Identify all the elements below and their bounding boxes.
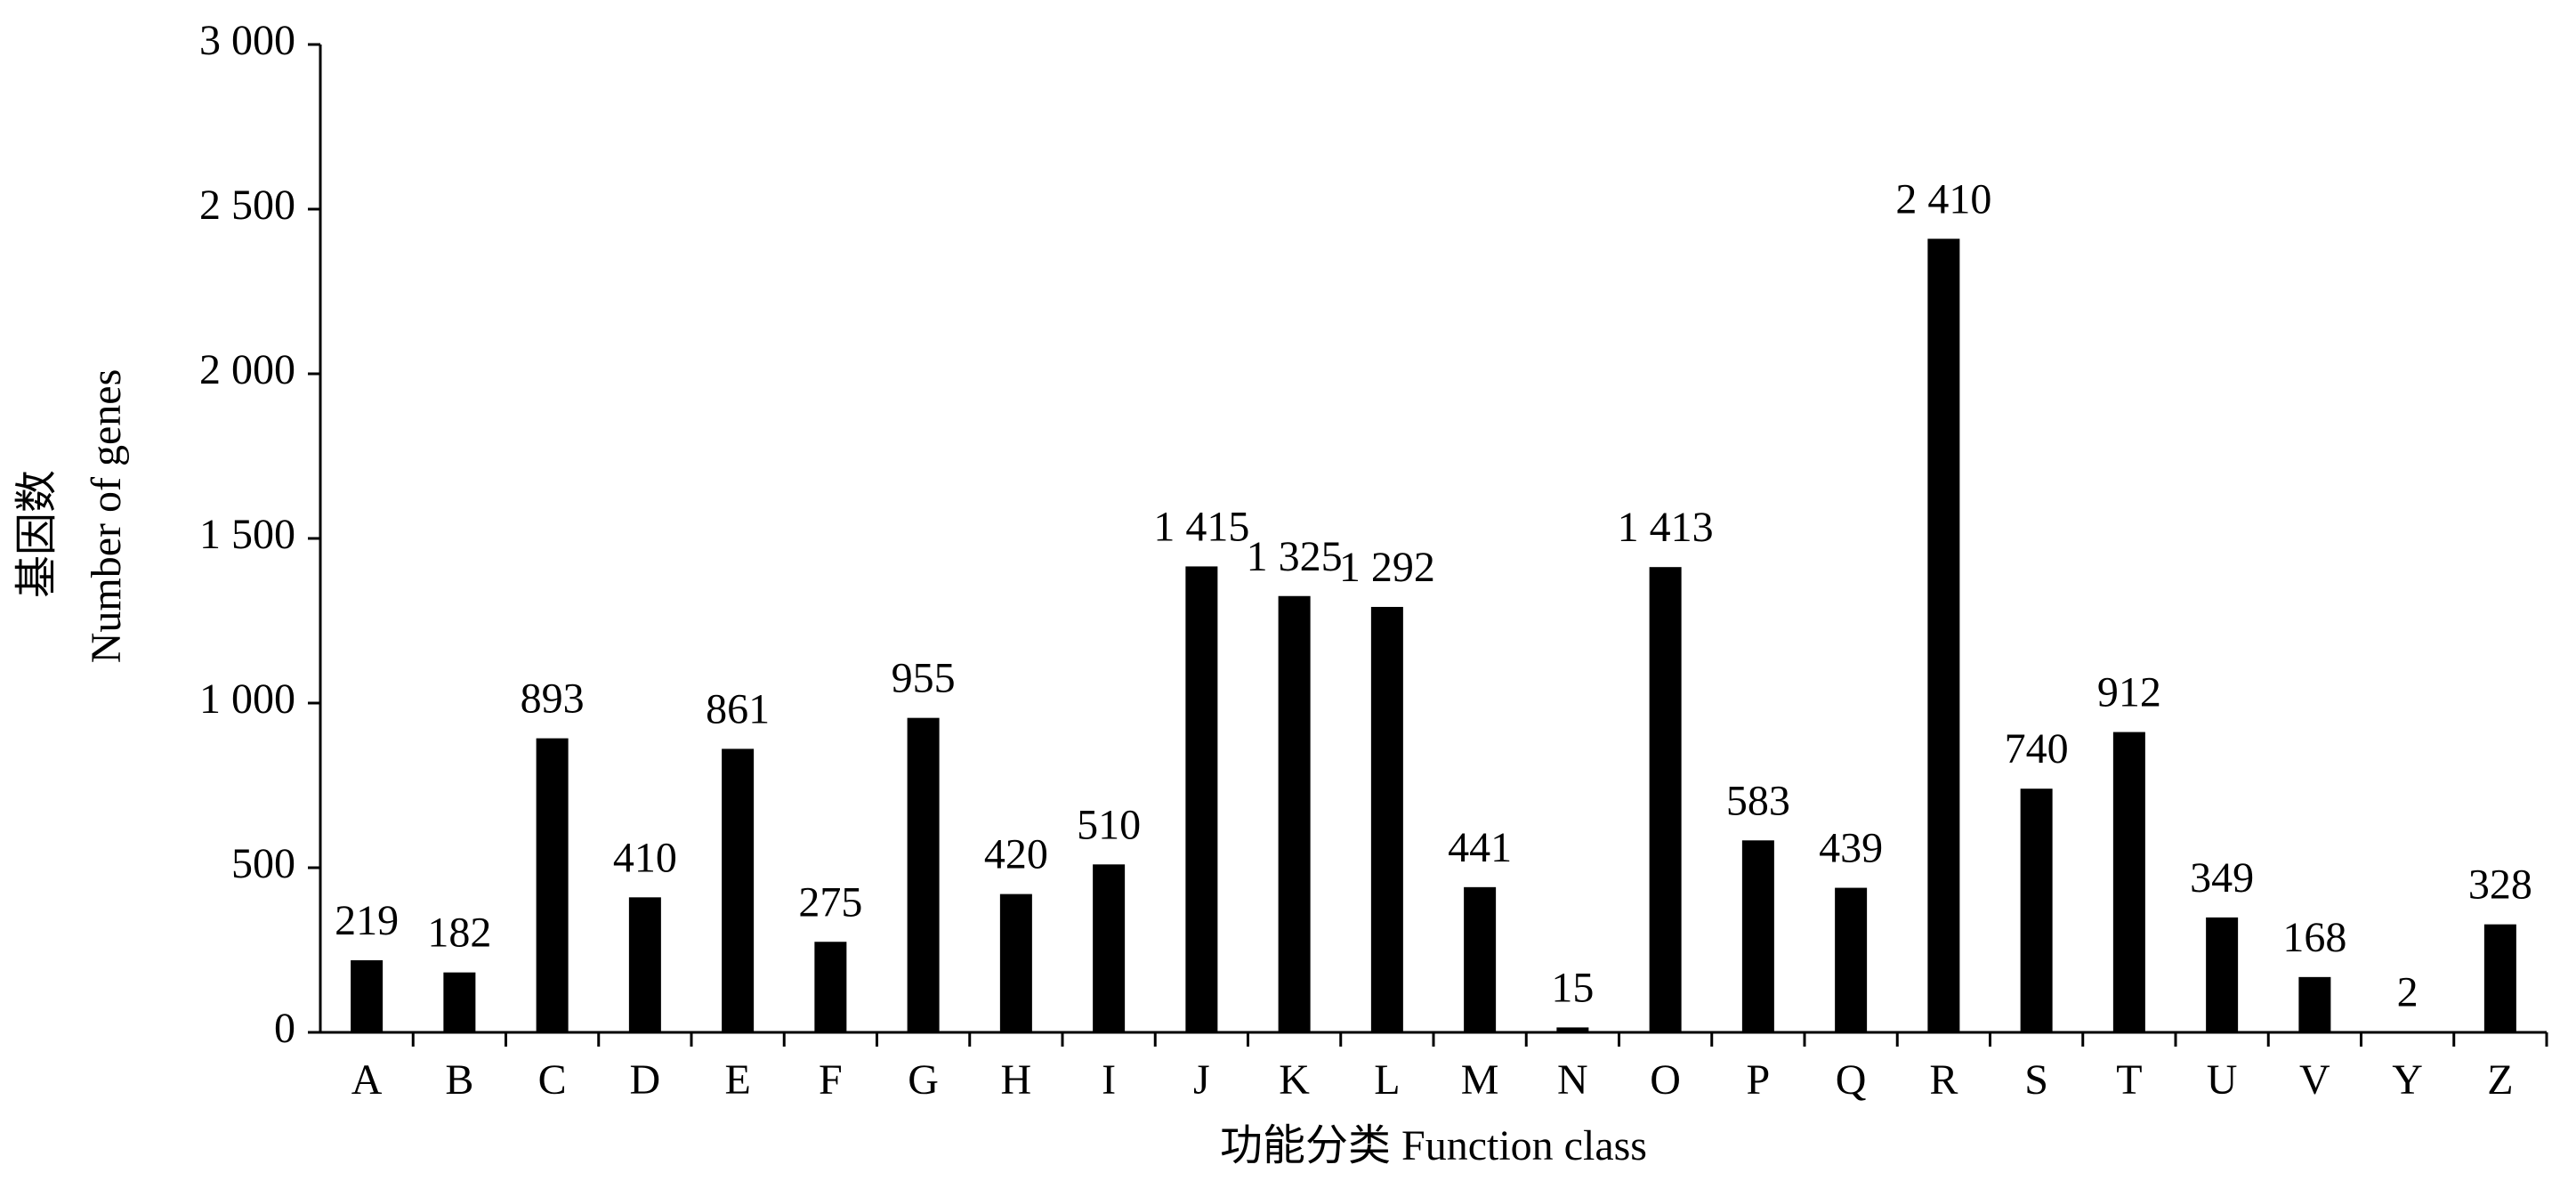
y-tick-label: 500: [231, 840, 295, 887]
value-label: 2: [2397, 968, 2419, 1015]
x-tick-label: Z: [2487, 1056, 2513, 1104]
bar: [2391, 1031, 2424, 1032]
bar: [722, 748, 755, 1032]
x-tick-label: R: [1929, 1056, 1958, 1104]
bar: [443, 972, 476, 1032]
y-tick-label: 3 000: [199, 17, 295, 64]
bar: [2112, 732, 2145, 1032]
x-axis-label: 功能分类 Function class: [1220, 1122, 1647, 1169]
bar: [999, 894, 1032, 1032]
x-tick-label: K: [1279, 1056, 1310, 1104]
bar: [1464, 886, 1497, 1032]
x-tick-label: E: [724, 1056, 750, 1104]
bar: [1556, 1027, 1589, 1032]
bar: [1649, 567, 1682, 1032]
x-tick-label: D: [630, 1056, 661, 1104]
value-label: 441: [1448, 824, 1512, 871]
x-tick-label: A: [351, 1056, 383, 1104]
bar: [907, 717, 940, 1032]
y-tick-label: 0: [274, 1005, 295, 1052]
x-tick-label: J: [1193, 1056, 1210, 1104]
bar: [2206, 917, 2239, 1032]
x-tick-label: F: [819, 1056, 843, 1104]
x-tick-label: P: [1747, 1056, 1771, 1104]
x-tick-label: U: [2207, 1056, 2238, 1104]
x-tick-label: O: [1650, 1056, 1681, 1104]
value-label: 1 413: [1618, 504, 1714, 551]
bar: [1741, 840, 1774, 1032]
value-label: 168: [2282, 914, 2346, 961]
value-label: 219: [335, 897, 399, 944]
value-label: 1 415: [1153, 503, 1249, 550]
value-label: 328: [2468, 861, 2532, 909]
x-tick-label: M: [1461, 1056, 1499, 1104]
value-label: 1 325: [1247, 533, 1343, 580]
bar: [351, 959, 384, 1032]
bar: [628, 897, 661, 1032]
value-label: 410: [613, 834, 677, 881]
value-label: 349: [2190, 854, 2254, 902]
value-label: 510: [1077, 801, 1141, 848]
value-label: 861: [706, 685, 770, 732]
x-tick-label: L: [1374, 1056, 1400, 1104]
bar: [1927, 239, 1960, 1032]
bar: [1370, 606, 1403, 1032]
value-label: 912: [2097, 669, 2161, 716]
x-tick-label: G: [908, 1056, 939, 1104]
x-tick-label: T: [2116, 1056, 2142, 1104]
bar: [814, 942, 847, 1032]
value-label: 439: [1819, 825, 1883, 872]
bar: [2483, 924, 2516, 1032]
bar: [1278, 595, 1311, 1032]
x-tick-label: H: [1001, 1056, 1032, 1104]
value-label: 955: [892, 655, 956, 702]
y-axis-label: Number of genes: [83, 369, 130, 664]
y-axis-label: 基因数: [13, 470, 61, 598]
x-tick-label: Y: [2392, 1056, 2423, 1104]
bar: [536, 738, 569, 1032]
value-label: 893: [521, 675, 585, 723]
y-tick-label: 1 500: [199, 511, 295, 558]
bar: [1185, 566, 1218, 1032]
value-label: 275: [798, 878, 862, 926]
x-tick-label: N: [1557, 1056, 1588, 1104]
x-tick-label: S: [2024, 1056, 2048, 1104]
value-label: 420: [984, 831, 1048, 878]
bar: [2298, 976, 2331, 1032]
bar: [2020, 789, 2053, 1032]
bar: [1093, 864, 1126, 1032]
y-tick-label: 2 500: [199, 182, 295, 229]
value-label: 15: [1551, 964, 1594, 1011]
value-label: 740: [2005, 725, 2069, 772]
x-tick-label: B: [445, 1056, 473, 1104]
x-tick-label: I: [1102, 1056, 1116, 1104]
y-tick-label: 1 000: [199, 675, 295, 723]
value-label: 1 292: [1339, 544, 1435, 591]
y-tick-label: 2 000: [199, 346, 295, 393]
x-tick-label: Q: [1836, 1056, 1867, 1104]
value-label: 182: [427, 910, 491, 957]
bar: [1835, 887, 1868, 1032]
value-label: 583: [1726, 777, 1790, 824]
value-label: 2 410: [1895, 175, 1991, 222]
x-tick-label: V: [2299, 1056, 2330, 1104]
x-tick-label: C: [538, 1056, 567, 1104]
